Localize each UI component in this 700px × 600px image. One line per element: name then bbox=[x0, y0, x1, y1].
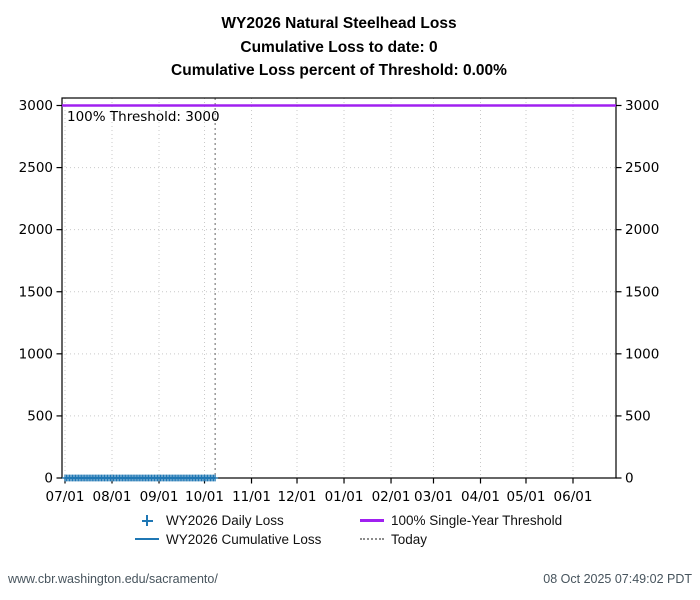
y-tick-label-right: 3000 bbox=[625, 98, 659, 114]
footer-timestamp: 08 Oct 2025 07:49:02 PDT bbox=[543, 572, 692, 586]
y-tick-label-left: 2500 bbox=[19, 160, 53, 176]
chart-title: WY2026 Natural Steelhead Loss bbox=[221, 15, 457, 32]
y-tick-label-right: 2000 bbox=[625, 222, 659, 238]
daily-loss-markers bbox=[62, 474, 219, 482]
legend-item-daily-loss: WY2026 Daily Loss bbox=[128, 512, 353, 530]
x-tick-label: 04/01 bbox=[461, 489, 500, 505]
legend-label-today: Today bbox=[391, 531, 428, 547]
x-tick-label: 01/01 bbox=[325, 489, 364, 505]
x-tick-label: 09/01 bbox=[140, 489, 179, 505]
legend-item-today: Today bbox=[353, 531, 562, 549]
y-tick-label-right: 1000 bbox=[625, 346, 659, 362]
y-tick-label-right: 500 bbox=[625, 408, 651, 424]
x-tick-label: 10/01 bbox=[185, 489, 224, 505]
y-tick-label-left: 1500 bbox=[19, 284, 53, 300]
x-tick-label: 02/01 bbox=[372, 489, 411, 505]
legend-label-daily-loss: WY2026 Daily Loss bbox=[166, 513, 284, 529]
y-tick-label-left: 0 bbox=[44, 471, 53, 487]
legend-item-cumulative-loss: WY2026 Cumulative Loss bbox=[128, 531, 353, 549]
y-tick-label-right: 1500 bbox=[625, 284, 659, 300]
x-tick-label: 08/01 bbox=[93, 489, 132, 505]
loss-chart-plot: 07/01 08/01 09/01 10/01 11/01 12/01 01/01 02/01… bbox=[19, 97, 659, 505]
threshold-annotation: 100% Threshold: 3000 bbox=[67, 109, 220, 125]
chart-subtitle-cumulative-loss: Cumulative Loss to date: 0 bbox=[240, 38, 438, 56]
today-line-marker-icon bbox=[360, 538, 384, 541]
legend-label-threshold: 100% Single-Year Threshold bbox=[391, 513, 563, 529]
plot-border bbox=[61, 97, 617, 479]
y-tick-label-left: 500 bbox=[27, 408, 53, 424]
y-tick-label-right: 0 bbox=[625, 471, 634, 487]
x-tick-label: 07/01 bbox=[46, 489, 85, 505]
footer-source-url: www.cbr.washington.edu/sacramento/ bbox=[8, 572, 218, 586]
y-tick-label-left: 1000 bbox=[19, 346, 53, 362]
y-tick-label-left: 2000 bbox=[19, 222, 53, 238]
y-tick-label-right: 2500 bbox=[625, 160, 659, 176]
x-tick-label: 12/01 bbox=[278, 489, 317, 505]
legend-item-threshold: 100% Single-Year Threshold bbox=[353, 512, 562, 530]
x-tick-label: 11/01 bbox=[232, 489, 271, 505]
threshold-line-marker-icon bbox=[360, 519, 384, 523]
x-tick-label: 05/01 bbox=[507, 489, 546, 505]
x-tick-label: 03/01 bbox=[414, 489, 453, 505]
plus-marker-icon bbox=[141, 515, 153, 527]
chart-subtitle-percent-threshold: Cumulative Loss percent of Threshold: 0.… bbox=[171, 62, 507, 79]
y-tick-label-left: 3000 bbox=[19, 98, 53, 114]
x-tick-label: 06/01 bbox=[554, 489, 593, 505]
chart-title-block: WY2026 Natural Steelhead Loss Cumulative… bbox=[0, 12, 678, 83]
legend-label-cumulative-loss: WY2026 Cumulative Loss bbox=[166, 531, 322, 547]
cumulative-line-marker-icon bbox=[135, 538, 159, 541]
chart-legend: WY2026 Daily Loss 100% Single-Year Thres… bbox=[128, 512, 562, 548]
